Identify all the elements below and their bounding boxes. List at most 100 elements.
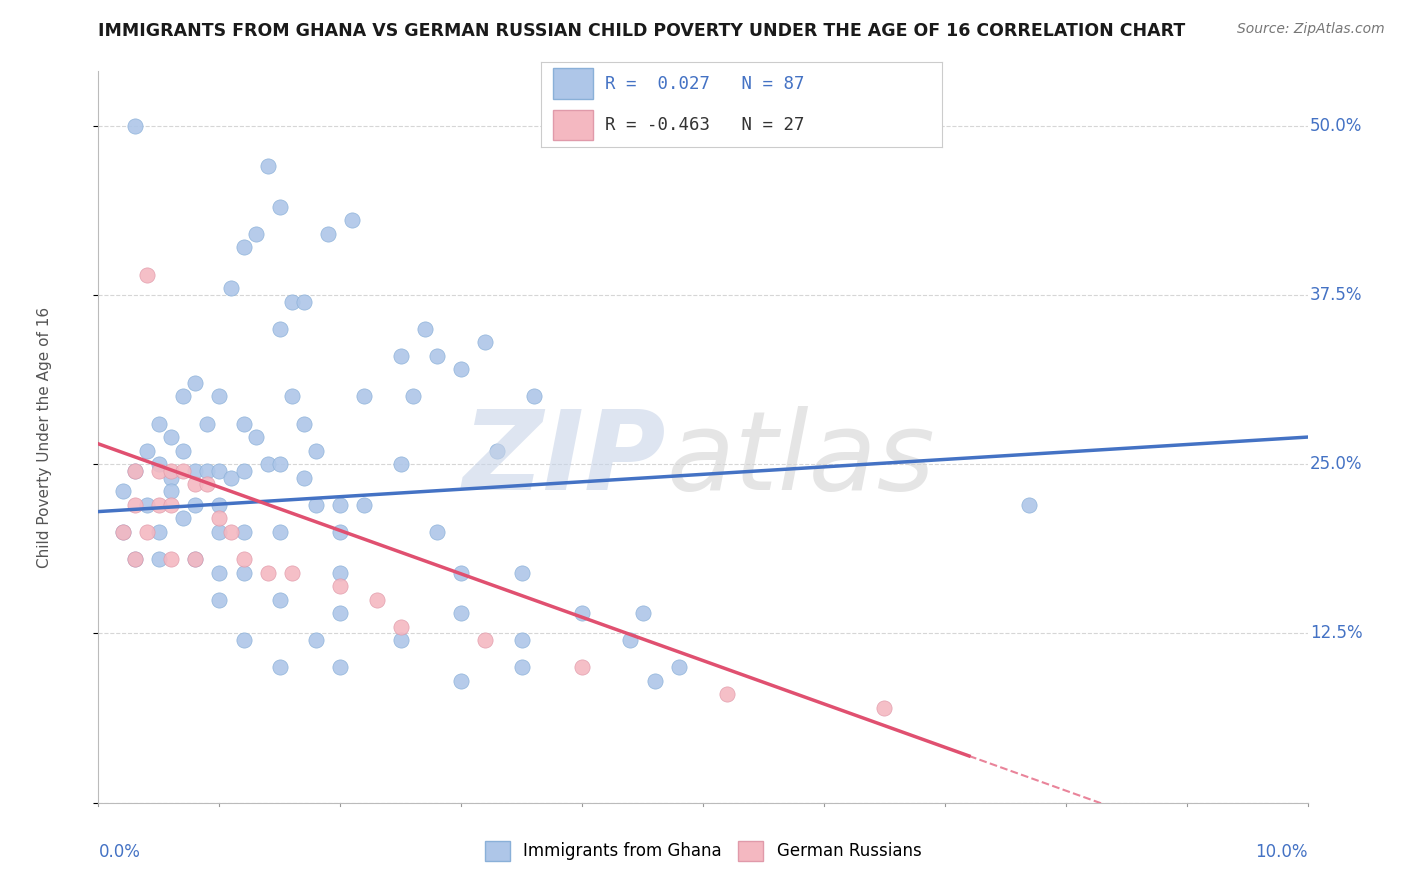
- Point: [208, 389, 231, 403]
- Point: [366, 592, 388, 607]
- Point: [208, 498, 231, 512]
- Point: [389, 457, 412, 471]
- Point: [208, 566, 231, 580]
- Point: [353, 389, 375, 403]
- Point: [510, 566, 533, 580]
- Point: [184, 477, 207, 491]
- Point: [292, 294, 315, 309]
- Point: [269, 457, 291, 471]
- Point: [450, 566, 472, 580]
- Point: [269, 660, 291, 674]
- Point: [269, 322, 291, 336]
- Point: [232, 417, 254, 431]
- Point: [426, 524, 449, 539]
- Text: 25.0%: 25.0%: [1310, 455, 1362, 473]
- Point: [135, 524, 157, 539]
- Point: [281, 294, 304, 309]
- Text: atlas: atlas: [666, 406, 935, 513]
- Point: [474, 633, 496, 648]
- Point: [124, 552, 146, 566]
- Point: [305, 443, 328, 458]
- Point: [269, 524, 291, 539]
- Point: [208, 592, 231, 607]
- Point: [873, 701, 896, 715]
- Bar: [554, 110, 593, 140]
- Point: [292, 417, 315, 431]
- Point: [111, 524, 134, 539]
- Point: [413, 322, 436, 336]
- Text: 10.0%: 10.0%: [1256, 843, 1308, 861]
- Point: [510, 660, 533, 674]
- Point: [208, 511, 231, 525]
- Point: [668, 660, 690, 674]
- Point: [329, 606, 352, 620]
- Point: [135, 443, 157, 458]
- Point: [195, 477, 218, 491]
- Point: [269, 200, 291, 214]
- Point: [450, 362, 472, 376]
- Point: [329, 566, 352, 580]
- Point: [256, 457, 278, 471]
- Point: [172, 443, 194, 458]
- Text: Source: ZipAtlas.com: Source: ZipAtlas.com: [1237, 22, 1385, 37]
- Point: [195, 464, 218, 478]
- Point: [316, 227, 339, 241]
- Point: [245, 227, 267, 241]
- Point: [148, 417, 170, 431]
- Point: [221, 524, 243, 539]
- Text: 0.0%: 0.0%: [98, 843, 141, 861]
- Point: [160, 471, 183, 485]
- Point: [510, 633, 533, 648]
- Point: [402, 389, 425, 403]
- Point: [426, 349, 449, 363]
- Point: [256, 566, 278, 580]
- Text: R =  0.027   N = 87: R = 0.027 N = 87: [606, 75, 804, 93]
- Legend: Immigrants from Ghana, German Russians: Immigrants from Ghana, German Russians: [478, 834, 928, 868]
- Point: [329, 498, 352, 512]
- Point: [195, 417, 218, 431]
- Point: [232, 566, 254, 580]
- Point: [571, 660, 593, 674]
- Point: [644, 673, 666, 688]
- Point: [111, 484, 134, 499]
- Point: [281, 389, 304, 403]
- Point: [208, 524, 231, 539]
- Point: [124, 498, 146, 512]
- Point: [208, 464, 231, 478]
- Bar: [554, 69, 593, 99]
- Point: [124, 464, 146, 478]
- Text: ZIP: ZIP: [463, 406, 666, 513]
- Point: [342, 213, 364, 227]
- Point: [474, 335, 496, 350]
- Text: R = -0.463   N = 27: R = -0.463 N = 27: [606, 116, 804, 134]
- Point: [353, 498, 375, 512]
- Point: [256, 159, 278, 173]
- Point: [124, 552, 146, 566]
- Point: [281, 566, 304, 580]
- Point: [184, 552, 207, 566]
- Point: [148, 498, 170, 512]
- Point: [184, 376, 207, 390]
- Point: [571, 606, 593, 620]
- Point: [160, 552, 183, 566]
- Text: IMMIGRANTS FROM GHANA VS GERMAN RUSSIAN CHILD POVERTY UNDER THE AGE OF 16 CORREL: IMMIGRANTS FROM GHANA VS GERMAN RUSSIAN …: [98, 22, 1185, 40]
- Point: [631, 606, 654, 620]
- Point: [124, 464, 146, 478]
- Point: [172, 511, 194, 525]
- Point: [160, 464, 183, 478]
- Point: [184, 464, 207, 478]
- Point: [221, 471, 243, 485]
- Point: [111, 524, 134, 539]
- Point: [486, 443, 509, 458]
- Point: [329, 524, 352, 539]
- Point: [329, 660, 352, 674]
- Point: [172, 389, 194, 403]
- Point: [160, 430, 183, 444]
- Point: [135, 268, 157, 282]
- Point: [232, 464, 254, 478]
- Point: [184, 498, 207, 512]
- Point: [232, 524, 254, 539]
- Point: [523, 389, 546, 403]
- Point: [450, 673, 472, 688]
- Point: [389, 633, 412, 648]
